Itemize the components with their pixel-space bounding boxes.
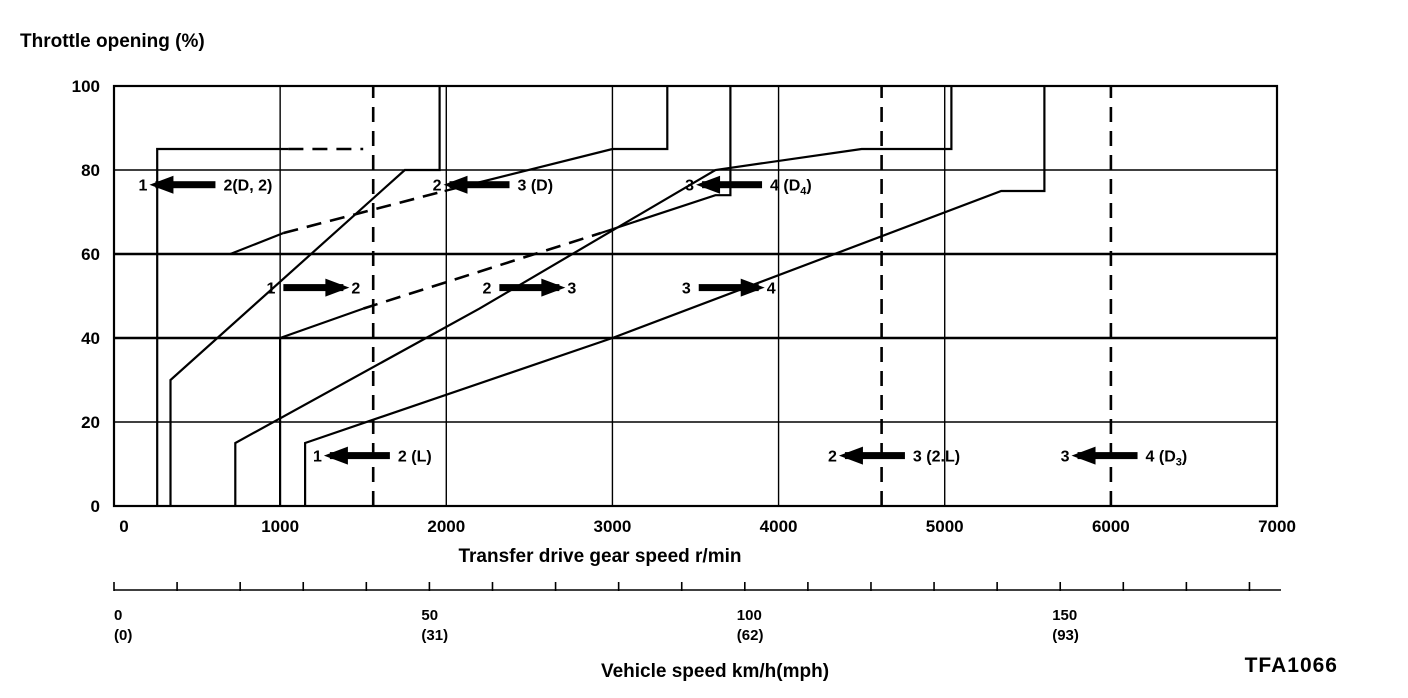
shift-to-label: 4 (D3) (1146, 449, 1188, 469)
shift-from-label: 1 (313, 449, 322, 466)
x-tick-label: 6000 (1092, 517, 1130, 536)
x-tick-label: 4000 (760, 517, 798, 536)
upshift-arrow-icon (844, 452, 905, 460)
shift-line-2-seg-0 (229, 231, 284, 256)
shift-annotation-6: 1 2 (L) (313, 446, 432, 466)
shift-from-label: 3 (1061, 449, 1070, 466)
shift-line-2-seg-2 (444, 86, 669, 193)
upshift-arrow-icon (329, 452, 390, 460)
arrow-head-icon (149, 175, 174, 194)
arrow-head-icon (541, 278, 566, 297)
shift-line-4-seg-0 (234, 86, 953, 506)
shift-annotation-7: 2 3 (2.L) (828, 446, 960, 466)
x-axis-label: Transfer drive gear speed r/min (458, 546, 741, 567)
shift-to-tail: ) (1182, 449, 1187, 466)
shift-annotation-0: 1 2(D, 2) (139, 175, 272, 195)
arrow-head-icon (740, 278, 765, 297)
downshift-arrow-icon (499, 284, 560, 292)
downshift-arrow-icon (283, 284, 344, 292)
speed-kmh-label: 50 (421, 607, 438, 624)
arrow-head-icon (323, 446, 348, 465)
shift-from-label: 3 (685, 178, 694, 195)
speed-kmh-label: 100 (737, 607, 762, 624)
shift-to-label: 4 (D4) (770, 178, 812, 198)
shift-line-1-seg-0 (169, 86, 441, 506)
plot-frame (112, 84, 1279, 508)
speed-kmh-label: 150 (1052, 607, 1077, 624)
shift-line-3-seg-0 (279, 307, 364, 506)
speed-kmh-label: 0 (114, 607, 122, 624)
downshift-arrow-icon (698, 284, 759, 292)
y-tick-label: 80 (81, 161, 100, 180)
shift-to-label: 4 (767, 281, 776, 298)
x-tick-label: 5000 (926, 517, 964, 536)
y-tick-label: 60 (81, 245, 100, 264)
arrow-head-icon (443, 175, 468, 194)
shift-annotations: 1 2(D, 2) 2 3 (D) 3 4 (D4)1 2 2 3 3 41 2 (L) 2 3 (2.L… (139, 175, 1188, 469)
shift-to-subscript: 3 (1176, 457, 1182, 469)
upshift-arrow-icon (1077, 452, 1138, 460)
shift-to-label: 2 (L) (398, 449, 432, 466)
upshift-arrow-icon (155, 181, 216, 189)
x-tick-label: 3000 (594, 517, 632, 536)
y-tick-label: 100 (72, 77, 100, 96)
x-tick-label: 7000 (1258, 517, 1296, 536)
shift-to-subscript: 4 (800, 186, 807, 198)
shift-to-label: 3 (2.L) (913, 449, 960, 466)
shift-from-label: 1 (139, 178, 148, 195)
y-axis-label: Throttle opening (%) (20, 31, 205, 52)
secondary-x-axis-label: Vehicle speed km/h(mph) (601, 661, 829, 682)
speed-mph-label: (0) (114, 627, 132, 644)
shift-to-label: 2 (351, 281, 360, 298)
y-tick-label: 40 (81, 329, 100, 348)
shift-annotation-2: 3 4 (D4) (685, 175, 812, 198)
shift-line-3-seg-2 (600, 86, 732, 235)
y-tick-label: 20 (81, 413, 100, 432)
shift-line-3-seg-1 (362, 231, 602, 310)
y-tick-label: 0 (91, 497, 100, 516)
upshift-arrow-icon (702, 181, 763, 189)
speed-mph-label: (93) (1052, 627, 1079, 644)
shift-from-label: 3 (682, 281, 691, 298)
arrow-head-icon (696, 175, 721, 194)
shift-line-2-seg-1 (283, 189, 445, 235)
shift-from-label: 2 (828, 449, 837, 466)
arrow-head-icon (325, 278, 350, 297)
x-tick-label: 2000 (427, 517, 465, 536)
shift-line-5-seg-0 (304, 86, 1046, 506)
shift-annotation-1: 2 3 (D) (433, 175, 554, 195)
upshift-arrow-icon (449, 181, 510, 189)
grid-lines (114, 86, 1277, 506)
shift-from-label: 2 (482, 281, 491, 298)
figure-code: TFA1066 (1245, 654, 1338, 677)
shift-to-label: 2(D, 2) (223, 178, 272, 195)
plot-border (112, 84, 1279, 508)
arrow-head-icon (1071, 446, 1096, 465)
secondary-axis: 0 (0) 50 (31) 100 (62) 150 (93) (113, 582, 1281, 644)
shift-to-tail: ) (806, 178, 811, 195)
shift-from-label: 2 (433, 178, 442, 195)
arrow-head-icon (838, 446, 863, 465)
x-tick-label: 0 (119, 517, 128, 536)
speed-mph-label: (31) (421, 627, 448, 644)
shift-from-label: 1 (266, 281, 275, 298)
x-tick-label: 1000 (261, 517, 299, 536)
speed-mph-label: (62) (737, 627, 764, 644)
shift-lines (156, 86, 1113, 506)
shift-line-0-seg-0 (156, 147, 289, 506)
shift-to-label: 3 (D) (518, 178, 554, 195)
shift-to-label: 3 (567, 281, 576, 298)
